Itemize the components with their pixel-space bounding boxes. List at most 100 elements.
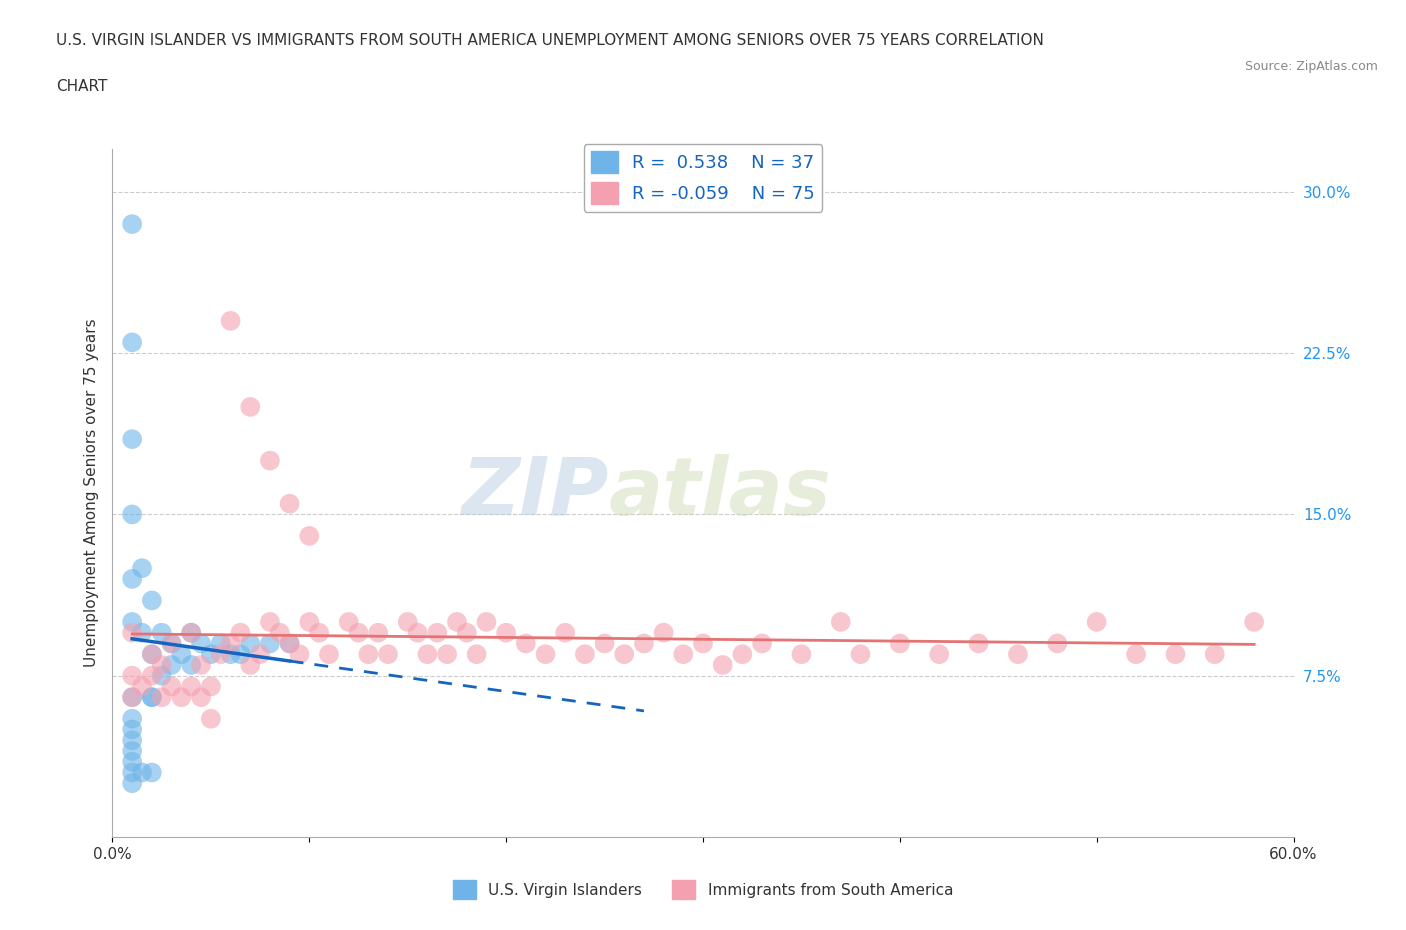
Text: CHART: CHART — [56, 79, 108, 94]
Point — [278, 636, 301, 651]
Point — [1085, 615, 1108, 630]
Point — [209, 646, 232, 661]
Text: U.S. VIRGIN ISLANDER VS IMMIGRANTS FROM SOUTH AMERICA UNEMPLOYMENT AMONG SENIORS: U.S. VIRGIN ISLANDER VS IMMIGRANTS FROM … — [56, 33, 1045, 47]
Point — [357, 646, 380, 661]
Point — [121, 776, 143, 790]
Point — [889, 636, 911, 651]
Point — [131, 679, 153, 694]
Text: atlas: atlas — [609, 454, 831, 532]
Point — [200, 679, 222, 694]
Point — [593, 636, 616, 651]
Point — [278, 636, 301, 651]
Point — [308, 625, 330, 640]
Point — [1046, 636, 1069, 651]
Point — [446, 615, 468, 630]
Point — [141, 690, 163, 705]
Point — [190, 636, 212, 651]
Point — [534, 646, 557, 661]
Point — [121, 765, 143, 780]
Point — [219, 313, 242, 328]
Point — [121, 571, 143, 587]
Point — [170, 646, 193, 661]
Point — [141, 593, 163, 608]
Point — [141, 646, 163, 661]
Point — [121, 754, 143, 769]
Point — [249, 646, 271, 661]
Point — [377, 646, 399, 661]
Point — [613, 646, 636, 661]
Point — [298, 615, 321, 630]
Point — [367, 625, 389, 640]
Y-axis label: Unemployment Among Seniors over 75 years: Unemployment Among Seniors over 75 years — [83, 319, 98, 667]
Point — [200, 711, 222, 726]
Point — [131, 625, 153, 640]
Point — [229, 625, 252, 640]
Point — [141, 646, 163, 661]
Point — [711, 658, 734, 672]
Point — [121, 625, 143, 640]
Point — [180, 625, 202, 640]
Point — [121, 722, 143, 737]
Point — [121, 690, 143, 705]
Point — [160, 636, 183, 651]
Point — [160, 658, 183, 672]
Point — [121, 669, 143, 684]
Point — [495, 625, 517, 640]
Point — [475, 615, 498, 630]
Point — [1243, 615, 1265, 630]
Point — [180, 658, 202, 672]
Point — [121, 744, 143, 759]
Point — [121, 733, 143, 748]
Point — [160, 679, 183, 694]
Point — [180, 679, 202, 694]
Text: Source: ZipAtlas.com: Source: ZipAtlas.com — [1244, 60, 1378, 73]
Point — [830, 615, 852, 630]
Point — [150, 669, 173, 684]
Point — [1204, 646, 1226, 661]
Point — [337, 615, 360, 630]
Point — [465, 646, 488, 661]
Point — [849, 646, 872, 661]
Point — [190, 658, 212, 672]
Point — [298, 528, 321, 543]
Point — [1125, 646, 1147, 661]
Point — [121, 335, 143, 350]
Point — [141, 690, 163, 705]
Point — [239, 636, 262, 651]
Point — [121, 432, 143, 446]
Point — [751, 636, 773, 651]
Point — [259, 615, 281, 630]
Point — [121, 711, 143, 726]
Point — [170, 690, 193, 705]
Point — [396, 615, 419, 630]
Point — [141, 669, 163, 684]
Point — [121, 507, 143, 522]
Point — [515, 636, 537, 651]
Point — [121, 690, 143, 705]
Point — [150, 625, 173, 640]
Point — [692, 636, 714, 651]
Point — [928, 646, 950, 661]
Point — [121, 615, 143, 630]
Point — [131, 765, 153, 780]
Point — [131, 561, 153, 576]
Point — [259, 636, 281, 651]
Point — [406, 625, 429, 640]
Point — [426, 625, 449, 640]
Point — [790, 646, 813, 661]
Point — [416, 646, 439, 661]
Point — [150, 690, 173, 705]
Point — [190, 690, 212, 705]
Point — [633, 636, 655, 651]
Point — [1007, 646, 1029, 661]
Point — [269, 625, 291, 640]
Point — [239, 658, 262, 672]
Point — [200, 646, 222, 661]
Point — [229, 646, 252, 661]
Text: ZIP: ZIP — [461, 454, 609, 532]
Point — [141, 765, 163, 780]
Point — [288, 646, 311, 661]
Point — [347, 625, 370, 640]
Point — [554, 625, 576, 640]
Point — [731, 646, 754, 661]
